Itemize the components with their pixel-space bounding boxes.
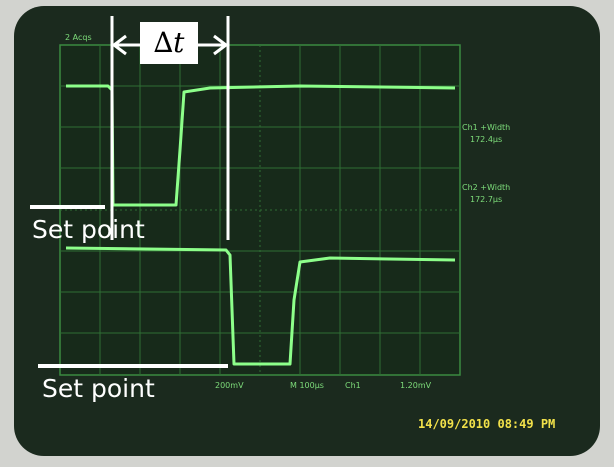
scope-footer: 200mV <box>215 381 244 390</box>
scope-readout: 172.4µs <box>470 135 502 144</box>
delta-label: ∆t <box>154 26 186 59</box>
photo: 2 Acqs Ch1 +Width 172.4µs Ch2 +Width 172… <box>0 0 614 467</box>
scope-readout: Ch2 +Width <box>462 183 510 192</box>
scope-status: 2 Acqs <box>65 33 92 42</box>
scope-readout: Ch1 +Width <box>462 123 510 132</box>
scope-footer: M 100µs <box>290 381 324 390</box>
body: 2 Acqs Ch1 +Width 172.4µs Ch2 +Width 172… <box>0 0 614 467</box>
set-point-label: Set point <box>32 215 145 244</box>
timestamp: 14/09/2010 08:49 PM <box>418 417 555 431</box>
scope-footer: 1.20mV <box>400 381 432 390</box>
page: {"annotations": {"delta_t": "∆t", "set_p… <box>0 0 614 467</box>
set-point-label: Set point <box>42 374 155 403</box>
scope-readout: 172.7µs <box>470 195 502 204</box>
scope-footer: Ch1 <box>345 381 361 390</box>
